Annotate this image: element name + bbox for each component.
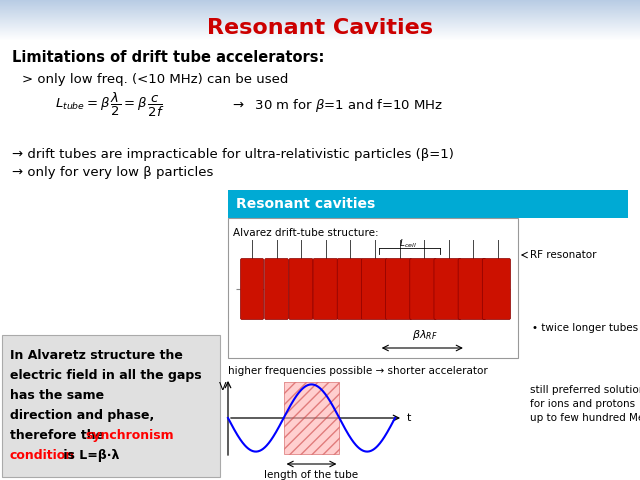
FancyBboxPatch shape [483,259,511,320]
Bar [0,12,640,13]
FancyBboxPatch shape [265,259,289,320]
Text: $\rightarrow$  30 m for $\beta$=1 and f=10 MHz: $\rightarrow$ 30 m for $\beta$=1 and f=1… [230,96,444,113]
Text: synchronism: synchronism [86,429,174,442]
Bar [0,38,640,39]
Bar [0,8,640,9]
Bar [0,33,640,34]
Text: t: t [407,413,412,423]
Bar [0,15,640,16]
Bar [2,335,220,477]
FancyBboxPatch shape [337,259,362,320]
Text: Alvarez drift-tube structure:: Alvarez drift-tube structure: [233,228,379,238]
Text: $L_{cell}$: $L_{cell}$ [399,238,417,250]
Text: $\beta\lambda_{RF}$: $\beta\lambda_{RF}$ [412,328,438,342]
Bar [0,17,640,18]
Text: RF resonator: RF resonator [530,250,596,260]
FancyBboxPatch shape [362,259,387,320]
Bar [0,27,640,28]
Bar [0,3,640,4]
Bar [0,16,640,17]
Bar [0,11,640,12]
Text: V: V [219,382,227,392]
Text: direction and phase,: direction and phase, [10,409,154,422]
Bar [0,1,640,2]
Bar [0,5,640,6]
FancyBboxPatch shape [241,259,264,320]
Bar [0,37,640,38]
Text: Limitations of drift tube accelerators:: Limitations of drift tube accelerators: [12,50,324,65]
Bar [0,2,640,3]
Bar [0,20,640,21]
Text: → drift tubes are impracticable for ultra-relativistic particles (β=1): → drift tubes are impracticable for ultr… [12,148,454,161]
FancyBboxPatch shape [313,259,338,320]
Text: is L=β·λ: is L=β·λ [59,449,119,462]
Text: therefore the: therefore the [10,429,109,442]
Bar [0,29,640,30]
Bar [0,28,640,29]
Text: > only low freq. (<10 MHz) can be used: > only low freq. (<10 MHz) can be used [22,73,289,86]
FancyBboxPatch shape [434,259,461,320]
Bar [0,9,640,10]
Bar [0,36,640,37]
Bar [0,35,640,36]
Text: higher frequencies possible → shorter accelerator: higher frequencies possible → shorter ac… [228,366,488,376]
Bar [0,32,640,33]
Bar [0,10,640,11]
Text: length of the tube: length of the tube [264,470,358,480]
Text: electric field in all the gaps: electric field in all the gaps [10,369,202,382]
Bar [0,34,640,35]
Text: still preferred solution
for ions and protons
up to few hundred MeV: still preferred solution for ions and pr… [530,385,640,423]
FancyBboxPatch shape [385,259,412,320]
Bar [0,13,640,14]
Text: condition: condition [10,449,75,462]
Bar [0,7,640,8]
Bar [284,382,339,454]
Text: In Alvaretz structure the: In Alvaretz structure the [10,349,183,362]
FancyBboxPatch shape [289,259,313,320]
Text: Resonant Cavities: Resonant Cavities [207,18,433,38]
Bar [0,23,640,24]
Text: Resonant cavities: Resonant cavities [236,197,375,211]
Bar [0,4,640,5]
Bar [0,26,640,27]
Bar [0,22,640,23]
FancyBboxPatch shape [458,259,486,320]
Bar [0,24,640,25]
Text: $L_{tube} = \beta\,\dfrac{\lambda}{2} = \beta\,\dfrac{c}{2f}$: $L_{tube} = \beta\,\dfrac{\lambda}{2} = … [55,91,164,119]
Text: • twice longer tubes: • twice longer tubes [532,323,638,333]
FancyBboxPatch shape [410,259,436,320]
Bar [228,218,518,358]
Bar [0,31,640,32]
Text: has the same: has the same [10,389,104,402]
Bar [0,25,640,26]
Bar [0,0,640,1]
Bar [0,21,640,22]
Bar [0,14,640,15]
Text: → only for very low β particles: → only for very low β particles [12,166,213,179]
Bar [228,190,628,218]
Bar [0,39,640,40]
Bar [0,19,640,20]
Bar [0,18,640,19]
Bar [0,6,640,7]
Bar [0,30,640,31]
